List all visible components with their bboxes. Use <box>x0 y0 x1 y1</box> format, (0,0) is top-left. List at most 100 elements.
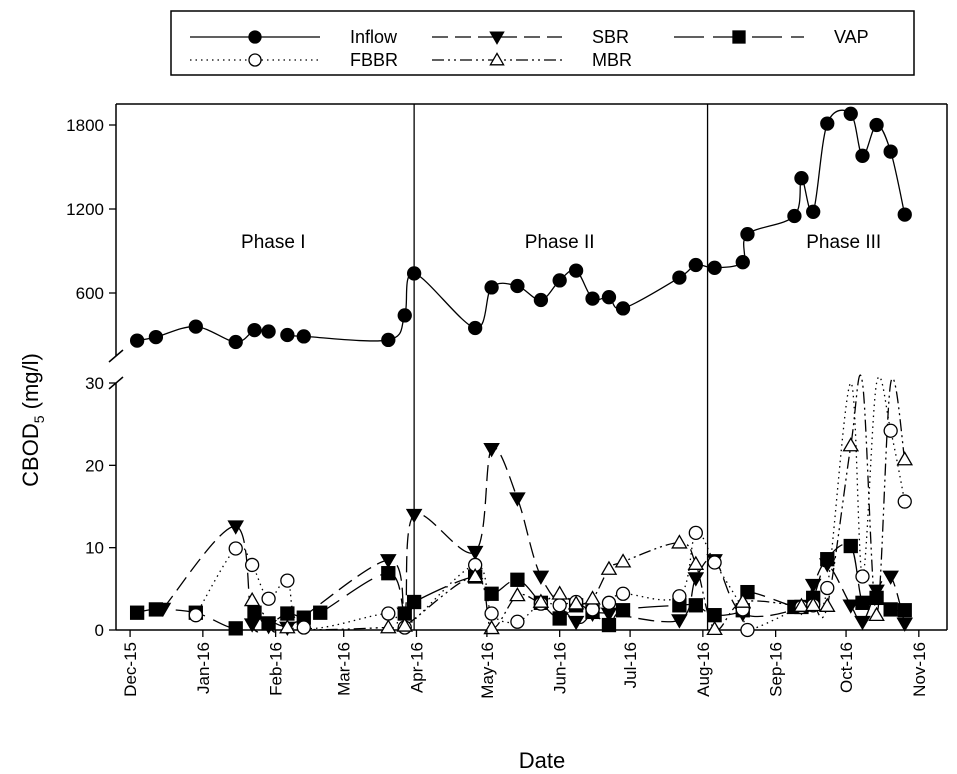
marker-vap-17 <box>552 611 567 626</box>
marker-mbr-4 <box>396 617 414 632</box>
marker-inflow-27 <box>794 171 809 186</box>
marker-vap-12 <box>406 594 422 610</box>
y-tick-label-0: 0 <box>95 621 104 640</box>
marker-fbbr-16 <box>601 595 617 610</box>
marker-vap-30 <box>820 552 835 567</box>
marker-fbbr-4 <box>261 591 276 606</box>
marker-vap-23 <box>688 598 703 613</box>
phase-label-1: Phase I <box>241 232 305 253</box>
legend-label-fbbr: FBBR <box>350 50 398 70</box>
marker-sbr-12 <box>532 570 550 585</box>
marker-sbr-11 <box>509 492 526 507</box>
phase-label-3: Phase III <box>806 232 881 253</box>
phase-dividers <box>413 104 709 630</box>
series-markers <box>129 106 914 638</box>
marker-inflow-24 <box>735 255 750 270</box>
marker-sbr-13 <box>567 615 585 631</box>
marker-vap-2 <box>148 602 164 617</box>
marker-fbbr-11 <box>510 614 525 629</box>
marker-mbr-1 <box>243 591 261 607</box>
marker-inflow-29 <box>820 116 835 131</box>
x-axis: Dec-15 Jan-16 Feb-16 Mar-16 Apr-16 May-16 Jun-… <box>121 630 929 699</box>
series-line-inflow-2 <box>287 109 906 342</box>
marker-mbr-16 <box>706 620 723 636</box>
marker-fbbr-10 <box>484 606 499 621</box>
axis-break-upper-mark <box>108 349 124 363</box>
marker-inflow-16 <box>552 273 567 288</box>
x-tick-label-Jun-16: Jun-16 <box>551 642 570 694</box>
marker-mbr-6 <box>483 619 500 635</box>
marker-inflow-31 <box>855 148 870 163</box>
marker-inflow-23 <box>707 260 722 275</box>
marker-inflow-15 <box>533 292 549 308</box>
marker-inflow-30 <box>843 106 858 121</box>
marker-fbbr-22 <box>740 622 755 638</box>
marker-vap-4 <box>228 621 243 636</box>
marker-mbr-19 <box>804 596 822 612</box>
marker-inflow-28 <box>806 204 821 219</box>
marker-sbr-23 <box>842 599 860 614</box>
marker-sbr-24 <box>854 615 871 631</box>
marker-fbbr-15 <box>585 602 600 617</box>
marker-fbbr-6 <box>296 620 311 635</box>
marker-mbr-18 <box>793 597 810 612</box>
marker-inflow-10 <box>397 308 412 323</box>
legend-label-vap: VAP <box>834 27 869 47</box>
marker-vap-5 <box>247 605 262 620</box>
y-tick-label-10: 10 <box>85 539 104 558</box>
marker-fbbr-7 <box>381 606 396 621</box>
marker-inflow-7 <box>280 327 295 343</box>
x-tick-label-Nov-16: Nov-16 <box>910 642 929 697</box>
marker-mbr-11 <box>584 590 601 605</box>
marker-vap-15 <box>510 572 525 587</box>
legend: Inflow SBR VAP FBBR MBR <box>170 10 915 76</box>
marker-vap-20 <box>601 617 617 633</box>
marker-mbr-9 <box>551 585 568 600</box>
marker-inflow-19 <box>601 290 617 305</box>
y-tick-label-30: 30 <box>85 374 104 393</box>
marker-mbr-14 <box>671 534 688 549</box>
x-tick-label-Aug-16: Aug-16 <box>694 642 713 697</box>
series-lines <box>136 109 906 633</box>
marker-fbbr-3 <box>245 557 260 573</box>
legend-label-inflow: Inflow <box>350 27 398 47</box>
legend-marker-sbr <box>489 31 505 45</box>
marker-inflow-18 <box>585 291 600 306</box>
marker-vap-9 <box>313 605 328 620</box>
marker-mbr-3 <box>380 619 397 634</box>
marker-fbbr-18 <box>672 589 687 604</box>
x-tick-label-Sep-16: Sep-16 <box>767 642 786 697</box>
x-tick-label-Jul-16: Jul-16 <box>621 642 640 688</box>
marker-inflow-13 <box>484 280 499 295</box>
legend-marker-mbr <box>489 52 505 66</box>
marker-inflow-9 <box>381 332 396 348</box>
marker-fbbr-20 <box>707 555 722 570</box>
marker-inflow-20 <box>615 301 631 316</box>
marker-mbr-20 <box>819 597 836 612</box>
phase-label-2: Phase II <box>525 232 595 253</box>
marker-inflow-34 <box>897 207 912 222</box>
legend-label-sbr: SBR <box>592 27 629 47</box>
marker-vap-26 <box>740 584 755 600</box>
marker-inflow-1 <box>129 333 145 348</box>
marker-inflow-3 <box>188 319 203 334</box>
x-axis-title: Date <box>519 748 565 773</box>
marker-fbbr-30 <box>897 494 912 509</box>
marker-vap-33 <box>869 590 884 606</box>
marker-fbbr-1 <box>188 608 203 623</box>
marker-inflow-26 <box>787 208 802 224</box>
legend-marker-fbbr <box>248 53 262 67</box>
y-axis-title: CBOD5 (mg/l) <box>18 353 47 487</box>
marker-sbr-10 <box>483 443 500 458</box>
marker-mbr-13 <box>614 553 632 568</box>
marker-inflow-21 <box>672 270 687 285</box>
marker-vap-24 <box>707 608 722 623</box>
marker-mbr-7 <box>509 586 526 602</box>
legend-marker-inflow <box>248 30 262 44</box>
marker-vap-1 <box>129 605 145 620</box>
marker-vap-34 <box>883 602 898 617</box>
marker-mbr-10 <box>567 595 585 610</box>
marker-fbbr-5 <box>280 573 295 588</box>
marker-sbr-21 <box>804 578 822 594</box>
y-tick-label-20: 20 <box>85 456 104 475</box>
